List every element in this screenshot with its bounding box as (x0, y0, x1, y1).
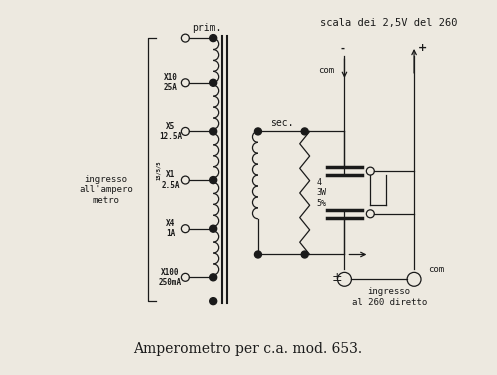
Text: X10
25A: X10 25A (164, 73, 177, 93)
Text: ±: ± (331, 271, 342, 284)
Text: -: - (340, 44, 344, 54)
Text: Amperometro per c.a. mod. 653.: Amperometro per c.a. mod. 653. (133, 342, 363, 356)
Text: prim.: prim. (192, 23, 222, 33)
Text: 4
3W
5%: 4 3W 5% (317, 178, 327, 208)
Text: X5
12.5A: X5 12.5A (159, 122, 182, 141)
Text: ingresso
al 260 diretto: ingresso al 260 diretto (351, 288, 427, 307)
Circle shape (301, 251, 308, 258)
Text: com: com (319, 66, 334, 75)
Text: X4
1A: X4 1A (166, 219, 175, 239)
Circle shape (210, 79, 217, 86)
Text: sec.: sec. (270, 118, 293, 129)
Text: +: + (417, 43, 426, 53)
Circle shape (210, 225, 217, 232)
Circle shape (254, 128, 261, 135)
Text: X100
250mA: X100 250mA (159, 268, 182, 287)
Circle shape (210, 128, 217, 135)
Text: X1
2.5A: X1 2.5A (161, 170, 180, 190)
Circle shape (210, 274, 217, 281)
Circle shape (210, 177, 217, 183)
Circle shape (254, 251, 261, 258)
Text: com: com (428, 265, 444, 274)
Circle shape (301, 128, 308, 135)
Circle shape (210, 298, 217, 304)
Text: ingresso
all'ampero
metro: ingresso all'ampero metro (79, 175, 133, 205)
Text: scala dei 2,5V del 260: scala dei 2,5V del 260 (321, 18, 458, 28)
Text: 15/5/5: 15/5/5 (156, 160, 161, 180)
Circle shape (210, 34, 217, 42)
